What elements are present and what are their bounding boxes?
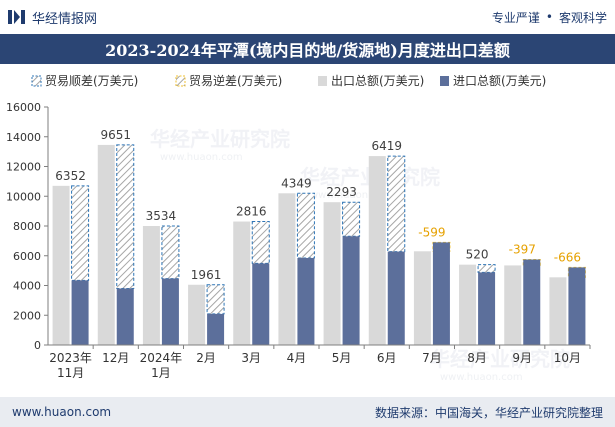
balance-label: 6419: [371, 139, 402, 153]
x-tick-label: 7月: [422, 351, 442, 365]
brand-name: 华经情报网: [32, 11, 98, 27]
bar-chart: 华经产业研究院www.huaon.com华经产业研究院www.huaon.com…: [6, 73, 591, 383]
import-bar: [478, 272, 496, 345]
x-tick-label: 1月: [151, 366, 171, 380]
brand: 华经情报网: [8, 8, 97, 27]
x-tick-label: 6月: [377, 351, 397, 365]
tagline-left: 专业严谨: [491, 10, 540, 25]
import-bar: [161, 278, 179, 345]
legend-label: 贸易逆差(万美元): [189, 73, 282, 88]
legend-swatch-import: [440, 76, 449, 86]
watermark-text: 华经产业研究院: [430, 347, 570, 371]
y-tick-label: 6000: [13, 250, 41, 263]
export-bar: [459, 264, 477, 345]
x-tick-label: 3月: [241, 351, 261, 365]
balance-label: 6352: [55, 169, 86, 183]
legend-swatch-export: [318, 76, 327, 86]
export-bar: [368, 156, 386, 345]
footer-website: www.huaon.com: [12, 405, 112, 419]
balance-label: 3534: [146, 209, 177, 223]
y-tick-label: 14000: [6, 131, 41, 144]
import-bar: [523, 259, 541, 345]
x-tick-label: 11月: [57, 366, 84, 380]
surplus-bar: [206, 284, 225, 315]
surplus-bar: [161, 225, 180, 280]
watermark-url: www.huaon.com: [440, 372, 523, 383]
x-tick-label: 9月: [512, 351, 532, 365]
x-tick-label: 8月: [467, 351, 487, 365]
legend-label: 进口总额(万美元): [453, 74, 546, 88]
y-tick-label: 12000: [6, 161, 41, 174]
surplus-bar: [387, 155, 406, 253]
balance-label: -599: [418, 225, 445, 239]
balance-label: -397: [509, 243, 536, 257]
y-tick-label: 10000: [6, 190, 41, 203]
y-tick-label: 4000: [13, 280, 41, 293]
tagline-right: 客观科学: [558, 10, 607, 25]
import-bar: [252, 263, 270, 345]
x-tick-label: 5月: [332, 351, 352, 365]
top-bar: 华经情报网 专业严谨 • 客观科学: [0, 0, 615, 34]
export-bar: [233, 221, 251, 345]
footer: www.huaon.com 数据来源：中国海关，华经产业研究院整理: [0, 397, 615, 427]
balance-label: 1961: [191, 268, 222, 282]
x-tick-label: 12月: [102, 351, 129, 365]
export-bar: [278, 193, 296, 345]
import-bar: [71, 280, 89, 345]
y-tick-label: 8000: [13, 220, 41, 233]
legend-swatch-surplus: [31, 75, 42, 87]
surplus-bar: [251, 221, 270, 264]
export-bar: [413, 251, 431, 345]
export-bar: [142, 226, 160, 345]
huajing-logo-icon: [8, 10, 25, 24]
surplus-bar: [71, 185, 90, 281]
balance-label: 9651: [100, 128, 131, 142]
watermark-url: www.huaon.com: [160, 152, 243, 163]
import-bar: [387, 251, 405, 345]
tagline: 专业严谨 • 客观科学: [492, 9, 607, 26]
export-bar: [188, 284, 206, 345]
surplus-bar: [342, 201, 361, 237]
x-tick-label: 2024年: [140, 351, 183, 365]
x-tick-label: 2023年: [49, 351, 92, 365]
watermark-url: www.huaon.com: [310, 190, 393, 201]
x-tick-label: 2月: [196, 351, 216, 365]
legend-label: 出口总额(万美元): [331, 74, 424, 88]
legend-swatch-deficit: [175, 75, 186, 87]
footer-source: 数据来源：中国海关，华经产业研究院整理: [374, 405, 603, 420]
balance-label: 520: [466, 248, 489, 262]
chart-title: 2023-2024年平潭(境内目的地/货源地)月度进出口差额: [0, 34, 615, 64]
export-bar: [549, 277, 567, 345]
y-tick-label: 16000: [6, 101, 41, 114]
balance-label: 4349: [281, 176, 312, 190]
tagline-separator: •: [545, 10, 553, 24]
surplus-bar: [116, 144, 135, 289]
watermark-text: 华经产业研究院: [150, 127, 290, 151]
import-bar: [116, 288, 134, 345]
import-bar: [297, 257, 315, 345]
x-tick-label: 10月: [554, 351, 581, 365]
export-bar: [504, 265, 522, 345]
surplus-bar: [477, 264, 496, 273]
surplus-bar: [296, 192, 315, 259]
export-bar: [323, 202, 341, 345]
import-bar: [207, 313, 225, 345]
x-tick-label: 4月: [287, 351, 307, 365]
balance-label: -666: [554, 250, 581, 264]
balance-label: 2816: [236, 205, 267, 219]
y-tick-label: 2000: [13, 309, 41, 322]
import-bar: [342, 236, 360, 345]
legend-label: 贸易顺差(万美元): [45, 74, 138, 88]
balance-label: 2293: [326, 185, 357, 199]
import-bar: [432, 242, 450, 345]
import-bar: [568, 267, 586, 345]
export-bar: [52, 185, 70, 345]
y-tick-label: 0: [34, 339, 41, 352]
export-bar: [97, 144, 115, 345]
